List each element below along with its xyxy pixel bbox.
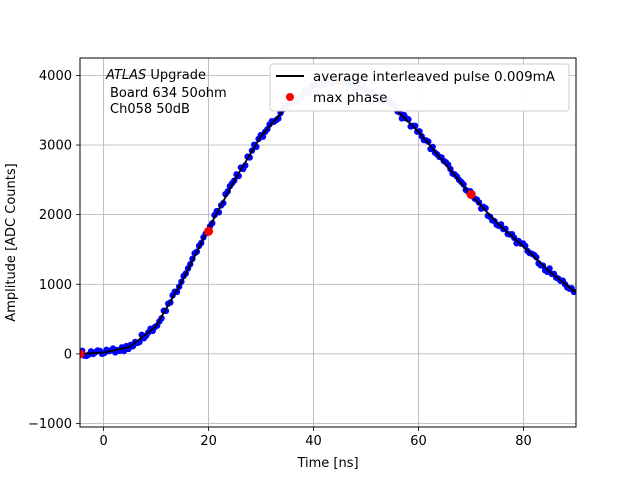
legend: average interleaved pulse 0.009mA max ph… [269, 63, 570, 112]
max-phase-marker [466, 189, 476, 199]
x-tick-label: 60 [410, 434, 427, 449]
x-tick-label: 80 [515, 434, 532, 449]
axis-ticks: 0 20 40 60 80 −1000 0 1000 2000 3000 4000 [28, 69, 532, 449]
y-tick-label: 3000 [39, 139, 72, 154]
annotation-line-3: Ch058 50dB [110, 102, 190, 117]
legend-entry-line: average interleaved pulse 0.009mA [313, 69, 556, 85]
data-point-blue [533, 254, 540, 261]
x-tick-label: 40 [305, 434, 322, 449]
data-point-blue [416, 128, 423, 135]
y-tick-label: −1000 [28, 417, 72, 432]
plot-annotation: ATLAS Upgrade Board 634 50ohm Ch058 50dB [105, 68, 227, 117]
y-axis-label: Amplitude [ADC Counts] [4, 163, 19, 321]
legend-marker-swatch [286, 93, 294, 101]
y-tick-label: 2000 [39, 208, 72, 223]
annotation-upgrade: Upgrade [146, 68, 206, 83]
y-tick-label: 1000 [39, 278, 72, 293]
y-tick-label: 0 [64, 347, 72, 362]
annotation-atlas: ATLAS [105, 68, 146, 83]
legend-entry-marker: max phase [313, 90, 387, 106]
max-phase-marker [204, 226, 214, 236]
data-point-blue [425, 138, 432, 145]
y-tick-label: 4000 [39, 69, 72, 84]
annotation-line-1: ATLAS Upgrade [105, 68, 206, 83]
annotation-line-2: Board 634 50ohm [110, 86, 227, 101]
x-axis-label: Time [ns] [296, 456, 358, 471]
x-tick-label: 20 [200, 434, 217, 449]
data-point-blue [429, 143, 436, 151]
legend-box [269, 63, 570, 112]
x-tick-label: 0 [99, 434, 107, 449]
max-phase-marker [80, 349, 85, 359]
data-point-blue [502, 225, 509, 232]
plot-frame [79, 57, 577, 428]
